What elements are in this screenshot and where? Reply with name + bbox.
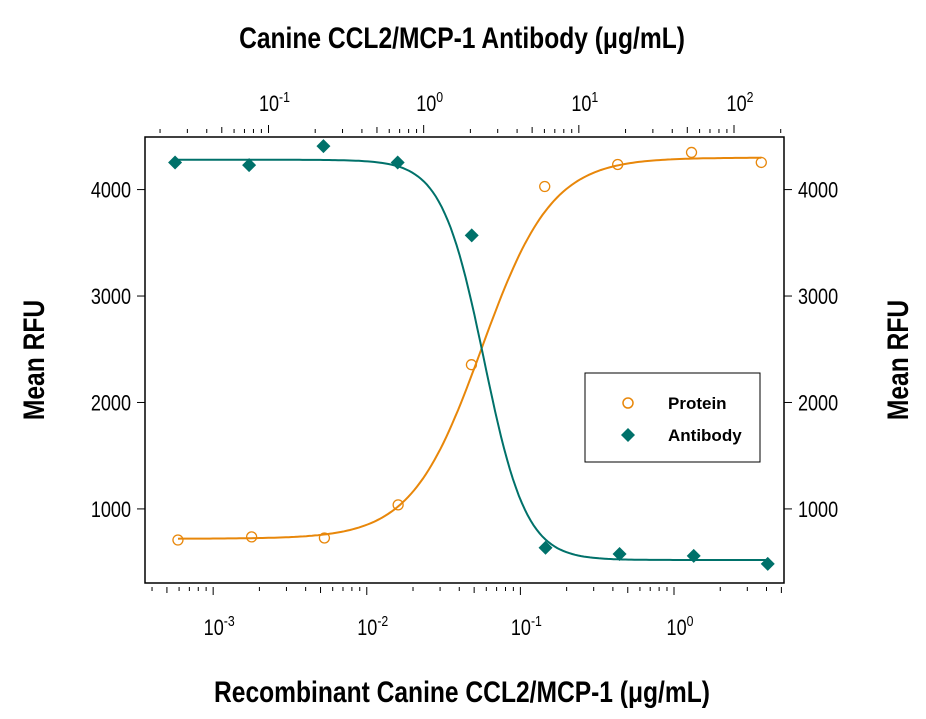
legend-antibody-marker [621, 428, 635, 442]
y2-tick-label: 1000 [798, 498, 838, 522]
antibody-data-point [242, 158, 257, 173]
right-axis-title: Mean RFU [881, 300, 915, 420]
protein-data-point [172, 534, 184, 546]
left-axis-title: Mean RFU [17, 300, 51, 420]
y-tick-label: 4000 [91, 179, 131, 203]
y-tick-label: 3000 [91, 285, 131, 309]
x-tick-label: 10-1 [511, 613, 542, 641]
protein-data-point [465, 359, 478, 371]
x2-tick-label: 100 [416, 89, 443, 117]
antibody-data-point [390, 155, 405, 170]
antibody-data-point [168, 155, 183, 170]
antibody-data-point [316, 139, 331, 154]
y-tick-label: 1000 [91, 498, 131, 522]
antibody-data-point [464, 228, 479, 243]
y-tick-label: 2000 [91, 392, 131, 416]
protein-data-point [755, 156, 767, 169]
legend: Protein Antibody [584, 372, 761, 463]
protein-data-point [539, 180, 551, 193]
antibody-data-point [612, 546, 627, 561]
x-tick-label: 100 [667, 613, 694, 641]
protein-data-point [318, 532, 331, 544]
legend-protein-marker [622, 397, 634, 409]
protein-data-point [685, 146, 698, 159]
antibody-data-point [538, 540, 553, 555]
protein-data-point [392, 499, 404, 511]
protein-data-point [245, 531, 258, 543]
antibody-fit-curve [175, 158, 768, 561]
bottom-axis-title: Recombinant Canine CCL2/MCP-1 (μg/mL) [214, 675, 710, 709]
x-tick-label: 10-3 [204, 613, 235, 641]
plot-frame [144, 136, 785, 584]
y2-tick-label: 2000 [798, 392, 838, 416]
legend-protein-label: Protein [668, 394, 727, 413]
antibody-data-point [686, 548, 701, 563]
x2-tick-label: 101 [571, 89, 598, 117]
legend-box [584, 372, 761, 463]
x2-tick-label: 102 [727, 89, 754, 117]
x-tick-label: 10-2 [357, 613, 388, 641]
protein-fit-curve [177, 156, 762, 540]
x2-tick-label: 10-1 [259, 89, 290, 117]
antibody-data-point [760, 556, 775, 571]
y2-tick-label: 4000 [798, 179, 838, 203]
top-axis-title: Canine CCL2/MCP-1 Antibody (μg/mL) [239, 21, 685, 55]
legend-antibody-label: Antibody [668, 426, 742, 445]
protein-data-point [612, 158, 624, 171]
y2-tick-label: 3000 [798, 285, 838, 309]
